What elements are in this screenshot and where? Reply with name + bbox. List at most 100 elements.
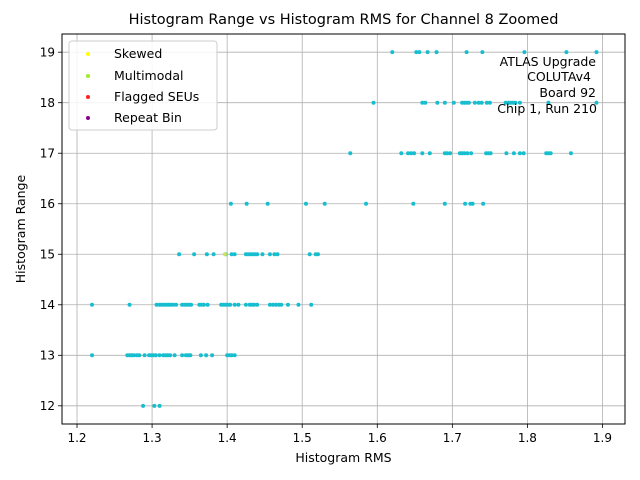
data-point	[211, 252, 216, 257]
data-point	[462, 151, 467, 156]
data-point	[417, 50, 422, 55]
y-tick-label: 16	[40, 197, 55, 211]
data-point	[204, 252, 209, 257]
data-point	[479, 100, 484, 105]
data-point	[463, 201, 468, 206]
data-point	[465, 151, 470, 156]
y-tick-label: 14	[40, 298, 55, 312]
data-point	[307, 252, 312, 257]
data-point	[476, 100, 481, 105]
x-tick-label: 1.7	[443, 431, 462, 445]
data-point	[488, 151, 493, 156]
data-point	[90, 302, 95, 307]
data-point	[315, 252, 320, 257]
data-point	[406, 151, 411, 156]
data-point	[157, 403, 162, 408]
legend-box	[68, 40, 218, 131]
y-tick-label: 15	[40, 248, 55, 262]
data-point	[244, 201, 249, 206]
data-point	[442, 100, 447, 105]
data-point	[137, 353, 142, 358]
data-point	[414, 50, 419, 55]
data-point	[504, 151, 509, 156]
data-point	[517, 151, 522, 156]
data-point	[189, 302, 194, 307]
data-point	[275, 252, 280, 257]
data-point	[427, 151, 432, 156]
data-point	[423, 100, 428, 105]
data-point	[188, 353, 193, 358]
data-point	[409, 151, 414, 156]
data-point	[399, 151, 404, 156]
annotation-line-chip-run: Chip 1, Run 210	[497, 101, 597, 116]
data-point	[548, 151, 553, 156]
data-point	[451, 100, 456, 105]
data-point	[279, 302, 284, 307]
data-point	[472, 100, 477, 105]
data-point	[201, 302, 206, 307]
data-point	[296, 302, 301, 307]
x-axis-ticks: 1.2 1.3 1.4 1.5 1.6 1.7 1.8 1.9	[67, 424, 612, 445]
data-point	[157, 353, 162, 358]
data-point	[267, 302, 272, 307]
x-tick-label: 1.2	[67, 431, 86, 445]
data-point	[546, 100, 551, 105]
data-point	[172, 353, 177, 358]
data-point	[309, 302, 314, 307]
data-point	[594, 100, 599, 105]
legend: Skewed Multimodal Flagged SEUs Repeat Bi…	[68, 40, 218, 131]
annotation-line-chip-version: COLUTAv4	[527, 69, 591, 84]
x-tick-label: 1.8	[518, 431, 537, 445]
data-point	[511, 151, 516, 156]
data-point	[285, 302, 290, 307]
y-tick-label: 19	[40, 45, 55, 59]
data-point	[132, 353, 137, 358]
data-points	[90, 50, 599, 408]
chart-title: Histogram Range vs Histogram RMS for Cha…	[129, 12, 559, 28]
data-point	[487, 100, 492, 105]
data-point	[420, 151, 425, 156]
data-point	[470, 201, 475, 206]
y-axis-label: Histogram Range	[13, 174, 28, 283]
data-point	[153, 353, 158, 358]
data-point	[232, 252, 237, 257]
y-tick-label: 18	[40, 96, 55, 110]
x-axis-label: Histogram RMS	[295, 450, 391, 465]
legend-label-repeat-bin: Repeat Bin	[114, 110, 182, 125]
x-tick-label: 1.5	[293, 431, 312, 445]
data-point	[568, 151, 573, 156]
data-point	[594, 50, 599, 55]
data-point	[412, 151, 417, 156]
data-point	[464, 50, 469, 55]
data-point	[236, 302, 241, 307]
legend-marker-skewed	[86, 52, 90, 56]
data-point	[390, 50, 395, 55]
data-point	[210, 353, 215, 358]
x-tick-label: 1.9	[593, 431, 612, 445]
data-point	[348, 151, 353, 156]
legend-marker-multimodal	[86, 74, 90, 78]
plot-frame	[61, 33, 626, 425]
data-point	[204, 353, 209, 358]
data-point	[205, 302, 210, 307]
data-point	[272, 252, 277, 257]
data-point	[229, 252, 234, 257]
data-point	[192, 252, 197, 257]
data-point	[252, 302, 257, 307]
x-tick-label: 1.4	[218, 431, 237, 445]
data-point	[177, 252, 182, 257]
y-axis-ticks: 12 13 14 15 16 17 18 19	[40, 45, 62, 413]
data-point	[445, 151, 450, 156]
legend-marker-flagged-seus	[86, 95, 90, 99]
data-point	[222, 252, 227, 257]
data-point	[322, 201, 327, 206]
x-tick-label: 1.6	[368, 431, 387, 445]
data-point	[303, 201, 308, 206]
y-tick-label: 13	[40, 349, 55, 363]
data-point	[442, 201, 447, 206]
data-point	[243, 302, 248, 307]
data-point	[420, 100, 425, 105]
data-point	[232, 302, 237, 307]
annotation-line-experiment: ATLAS Upgrade	[500, 54, 597, 69]
